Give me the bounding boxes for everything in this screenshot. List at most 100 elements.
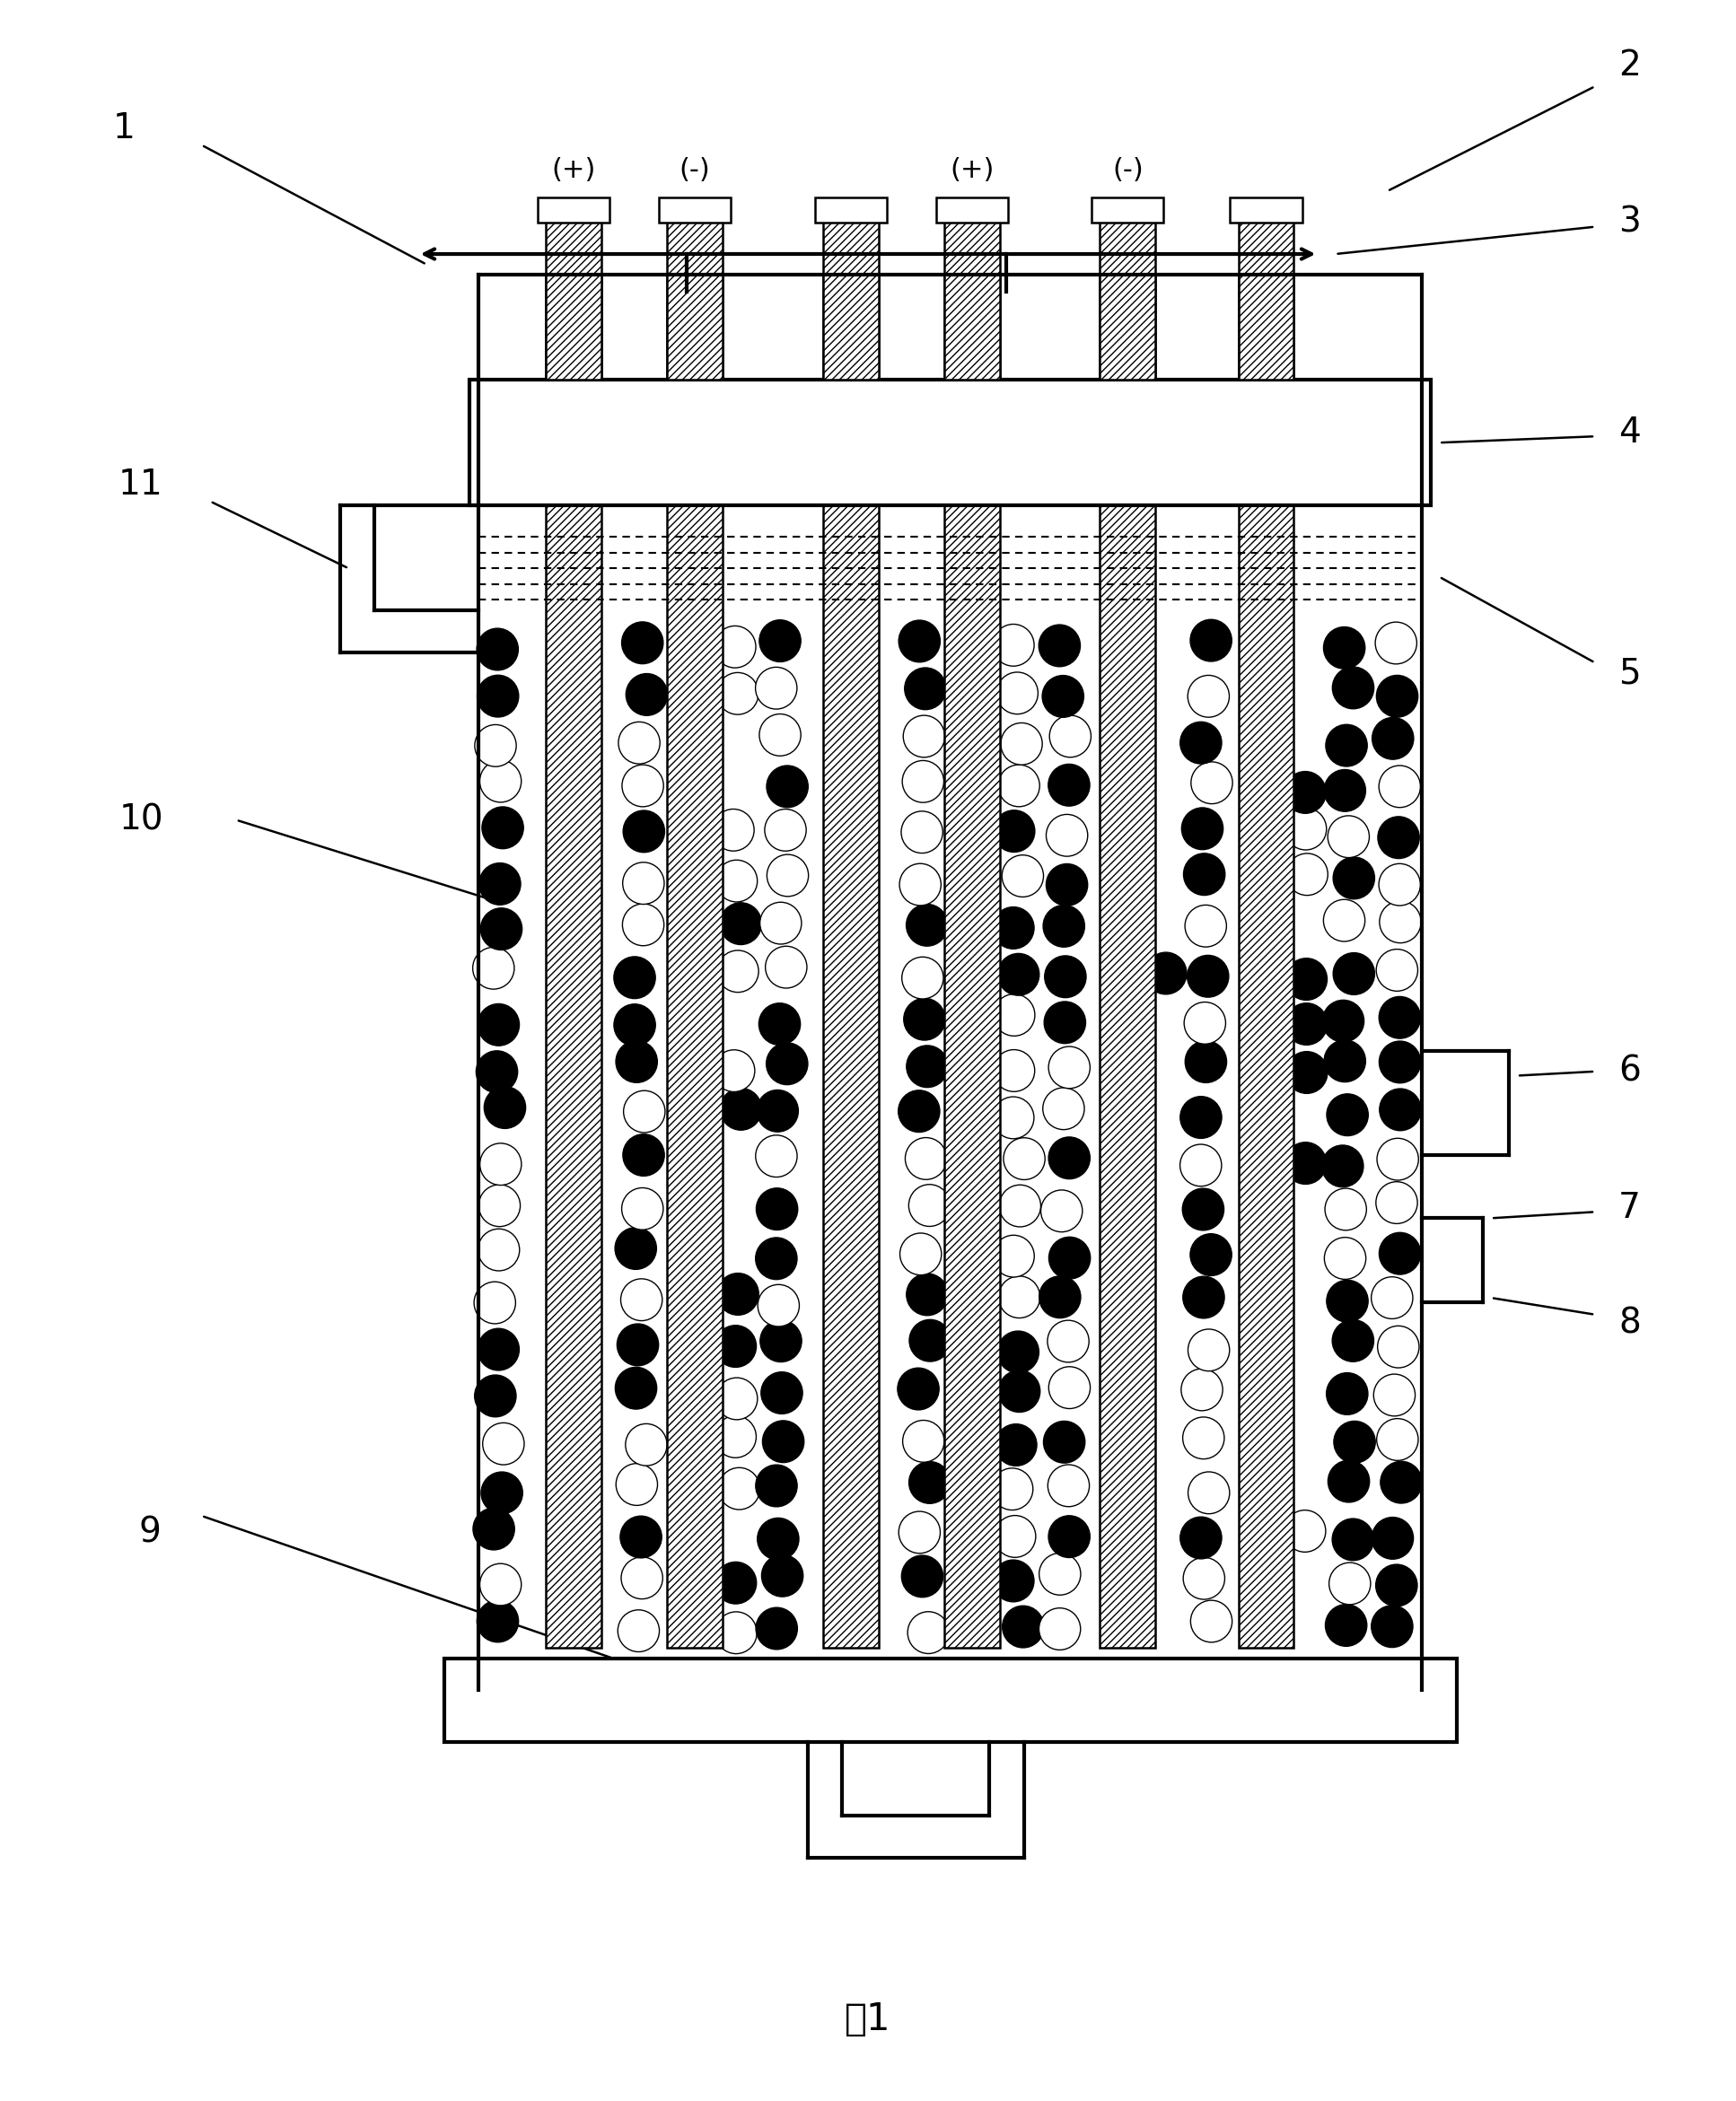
- Ellipse shape: [1038, 624, 1080, 666]
- Ellipse shape: [1040, 1275, 1082, 1317]
- Ellipse shape: [615, 956, 656, 998]
- Ellipse shape: [1286, 1002, 1328, 1044]
- Ellipse shape: [1378, 1042, 1420, 1082]
- Bar: [547, 212, 601, 380]
- Text: (+): (+): [552, 158, 595, 183]
- Ellipse shape: [1285, 1511, 1326, 1553]
- Ellipse shape: [720, 1088, 762, 1130]
- Ellipse shape: [621, 765, 663, 807]
- Ellipse shape: [998, 1370, 1040, 1412]
- Ellipse shape: [766, 945, 807, 987]
- Ellipse shape: [1286, 958, 1326, 1000]
- Ellipse shape: [1378, 864, 1420, 906]
- Ellipse shape: [1184, 853, 1226, 895]
- Ellipse shape: [991, 1469, 1033, 1511]
- Ellipse shape: [906, 1046, 948, 1088]
- Bar: [1101, 275, 1156, 1647]
- Ellipse shape: [1326, 1280, 1368, 1322]
- Ellipse shape: [615, 1004, 656, 1046]
- Ellipse shape: [1325, 1237, 1366, 1280]
- Ellipse shape: [757, 1519, 799, 1559]
- Ellipse shape: [903, 761, 944, 803]
- Text: 图1: 图1: [845, 2000, 891, 2038]
- Ellipse shape: [474, 1374, 516, 1416]
- Ellipse shape: [1375, 1565, 1417, 1607]
- Ellipse shape: [1187, 1473, 1229, 1513]
- Ellipse shape: [1326, 1372, 1368, 1414]
- Ellipse shape: [621, 1280, 661, 1322]
- Ellipse shape: [1182, 807, 1224, 849]
- Ellipse shape: [901, 1555, 943, 1597]
- Ellipse shape: [1191, 1601, 1233, 1643]
- Ellipse shape: [1333, 952, 1375, 994]
- Bar: [1238, 275, 1293, 1647]
- Ellipse shape: [760, 1319, 802, 1361]
- Ellipse shape: [1000, 723, 1042, 765]
- Ellipse shape: [1184, 1557, 1226, 1599]
- Ellipse shape: [906, 1273, 948, 1315]
- Ellipse shape: [1377, 674, 1418, 716]
- Ellipse shape: [762, 1555, 804, 1597]
- Text: (-): (-): [679, 158, 710, 183]
- Ellipse shape: [908, 1185, 950, 1227]
- Ellipse shape: [1047, 1319, 1088, 1361]
- Ellipse shape: [1371, 716, 1413, 758]
- Ellipse shape: [1333, 1420, 1375, 1462]
- Ellipse shape: [1377, 1139, 1418, 1181]
- Ellipse shape: [903, 714, 944, 756]
- Ellipse shape: [1047, 815, 1088, 857]
- Text: 1: 1: [113, 111, 135, 145]
- Ellipse shape: [1378, 1326, 1418, 1368]
- Ellipse shape: [476, 1050, 517, 1093]
- Text: (-): (-): [1113, 158, 1144, 183]
- Ellipse shape: [1326, 725, 1368, 767]
- Ellipse shape: [715, 1611, 757, 1653]
- Ellipse shape: [474, 725, 516, 767]
- Ellipse shape: [1325, 1605, 1366, 1647]
- Text: 6: 6: [1618, 1055, 1641, 1088]
- Ellipse shape: [993, 1235, 1035, 1277]
- Ellipse shape: [1371, 1517, 1413, 1559]
- Bar: [823, 275, 878, 1647]
- Ellipse shape: [1049, 1137, 1090, 1179]
- Ellipse shape: [1325, 1040, 1366, 1082]
- Ellipse shape: [1378, 765, 1420, 807]
- Ellipse shape: [715, 1378, 757, 1420]
- Ellipse shape: [1373, 1374, 1415, 1416]
- Bar: [538, 197, 609, 223]
- Ellipse shape: [993, 1097, 1035, 1139]
- Ellipse shape: [1049, 1237, 1090, 1280]
- Ellipse shape: [618, 723, 660, 765]
- Ellipse shape: [717, 672, 759, 714]
- Ellipse shape: [1043, 1002, 1085, 1044]
- Ellipse shape: [1380, 1088, 1422, 1130]
- Ellipse shape: [484, 1086, 526, 1128]
- Ellipse shape: [767, 855, 809, 897]
- Ellipse shape: [717, 950, 759, 992]
- Ellipse shape: [1002, 1605, 1043, 1647]
- Ellipse shape: [1182, 1416, 1224, 1458]
- Ellipse shape: [477, 628, 519, 670]
- Bar: [944, 275, 1000, 1647]
- Ellipse shape: [993, 1559, 1035, 1601]
- Ellipse shape: [1330, 1563, 1371, 1605]
- Ellipse shape: [899, 1511, 941, 1553]
- Ellipse shape: [1182, 1277, 1224, 1317]
- Ellipse shape: [621, 622, 663, 664]
- Ellipse shape: [1047, 864, 1088, 906]
- Ellipse shape: [1380, 901, 1422, 943]
- Bar: [936, 197, 1009, 223]
- Ellipse shape: [477, 1229, 519, 1271]
- Ellipse shape: [993, 908, 1035, 950]
- Ellipse shape: [1043, 906, 1085, 948]
- Ellipse shape: [993, 1050, 1035, 1093]
- Ellipse shape: [755, 1607, 797, 1649]
- Ellipse shape: [995, 1515, 1036, 1557]
- Ellipse shape: [1321, 1145, 1363, 1187]
- Ellipse shape: [898, 1090, 939, 1132]
- Ellipse shape: [715, 859, 757, 901]
- Ellipse shape: [898, 1368, 939, 1410]
- Ellipse shape: [1180, 1145, 1222, 1187]
- Ellipse shape: [1182, 1189, 1224, 1231]
- Text: 4: 4: [1618, 416, 1641, 450]
